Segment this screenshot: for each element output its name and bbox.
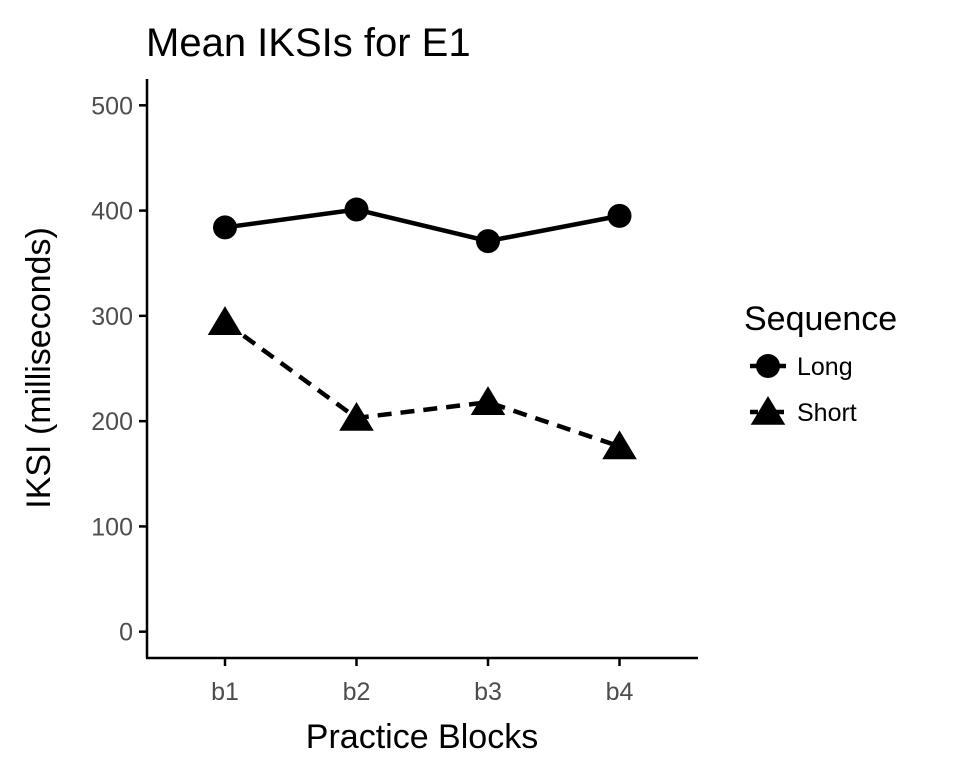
- series-line-long: [224, 207, 620, 244]
- legend-label: Short: [797, 399, 857, 427]
- data-point-short: [207, 306, 243, 335]
- data-point-long: [476, 229, 500, 254]
- x-tick-label: b4: [606, 678, 634, 706]
- legend-key-marker: [756, 354, 780, 378]
- x-axis-ticks: b1 b2 b3 b4: [211, 658, 633, 706]
- x-axis-title: Practice Blocks: [306, 718, 538, 756]
- legend-title: Sequence: [744, 300, 897, 338]
- plot-area: [207, 197, 637, 460]
- y-tick-label: 500: [91, 92, 133, 120]
- legend-label: Long: [797, 353, 853, 381]
- x-tick-label: b1: [211, 678, 239, 706]
- data-point-long: [607, 203, 632, 228]
- series-line-short: [223, 320, 621, 449]
- legend: Sequence Long Short: [744, 300, 897, 427]
- y-tick-label: 200: [91, 408, 133, 436]
- x-tick-label: b3: [474, 678, 502, 706]
- y-tick-label: 0: [119, 619, 133, 647]
- legend-item-short: Short: [750, 396, 857, 427]
- data-point-short: [339, 401, 374, 431]
- y-tick-label: 400: [91, 198, 133, 226]
- data-point-short: [602, 430, 637, 460]
- data-point-short: [470, 386, 506, 415]
- series-short: [207, 306, 637, 460]
- y-axis-title: IKSI (milliseconds): [20, 227, 58, 509]
- x-tick-label: b2: [343, 678, 371, 706]
- legend-key-marker: [750, 396, 786, 425]
- chart-title: Mean IKSIs for E1: [146, 21, 471, 65]
- series-long: [213, 197, 632, 254]
- data-point-long: [213, 215, 237, 240]
- y-tick-label: 100: [91, 513, 133, 541]
- legend-item-long: Long: [750, 353, 853, 381]
- y-tick-label: 300: [91, 303, 133, 331]
- y-axis-ticks: 0 100 200 300 400 500: [91, 92, 147, 647]
- data-point-long: [344, 197, 369, 222]
